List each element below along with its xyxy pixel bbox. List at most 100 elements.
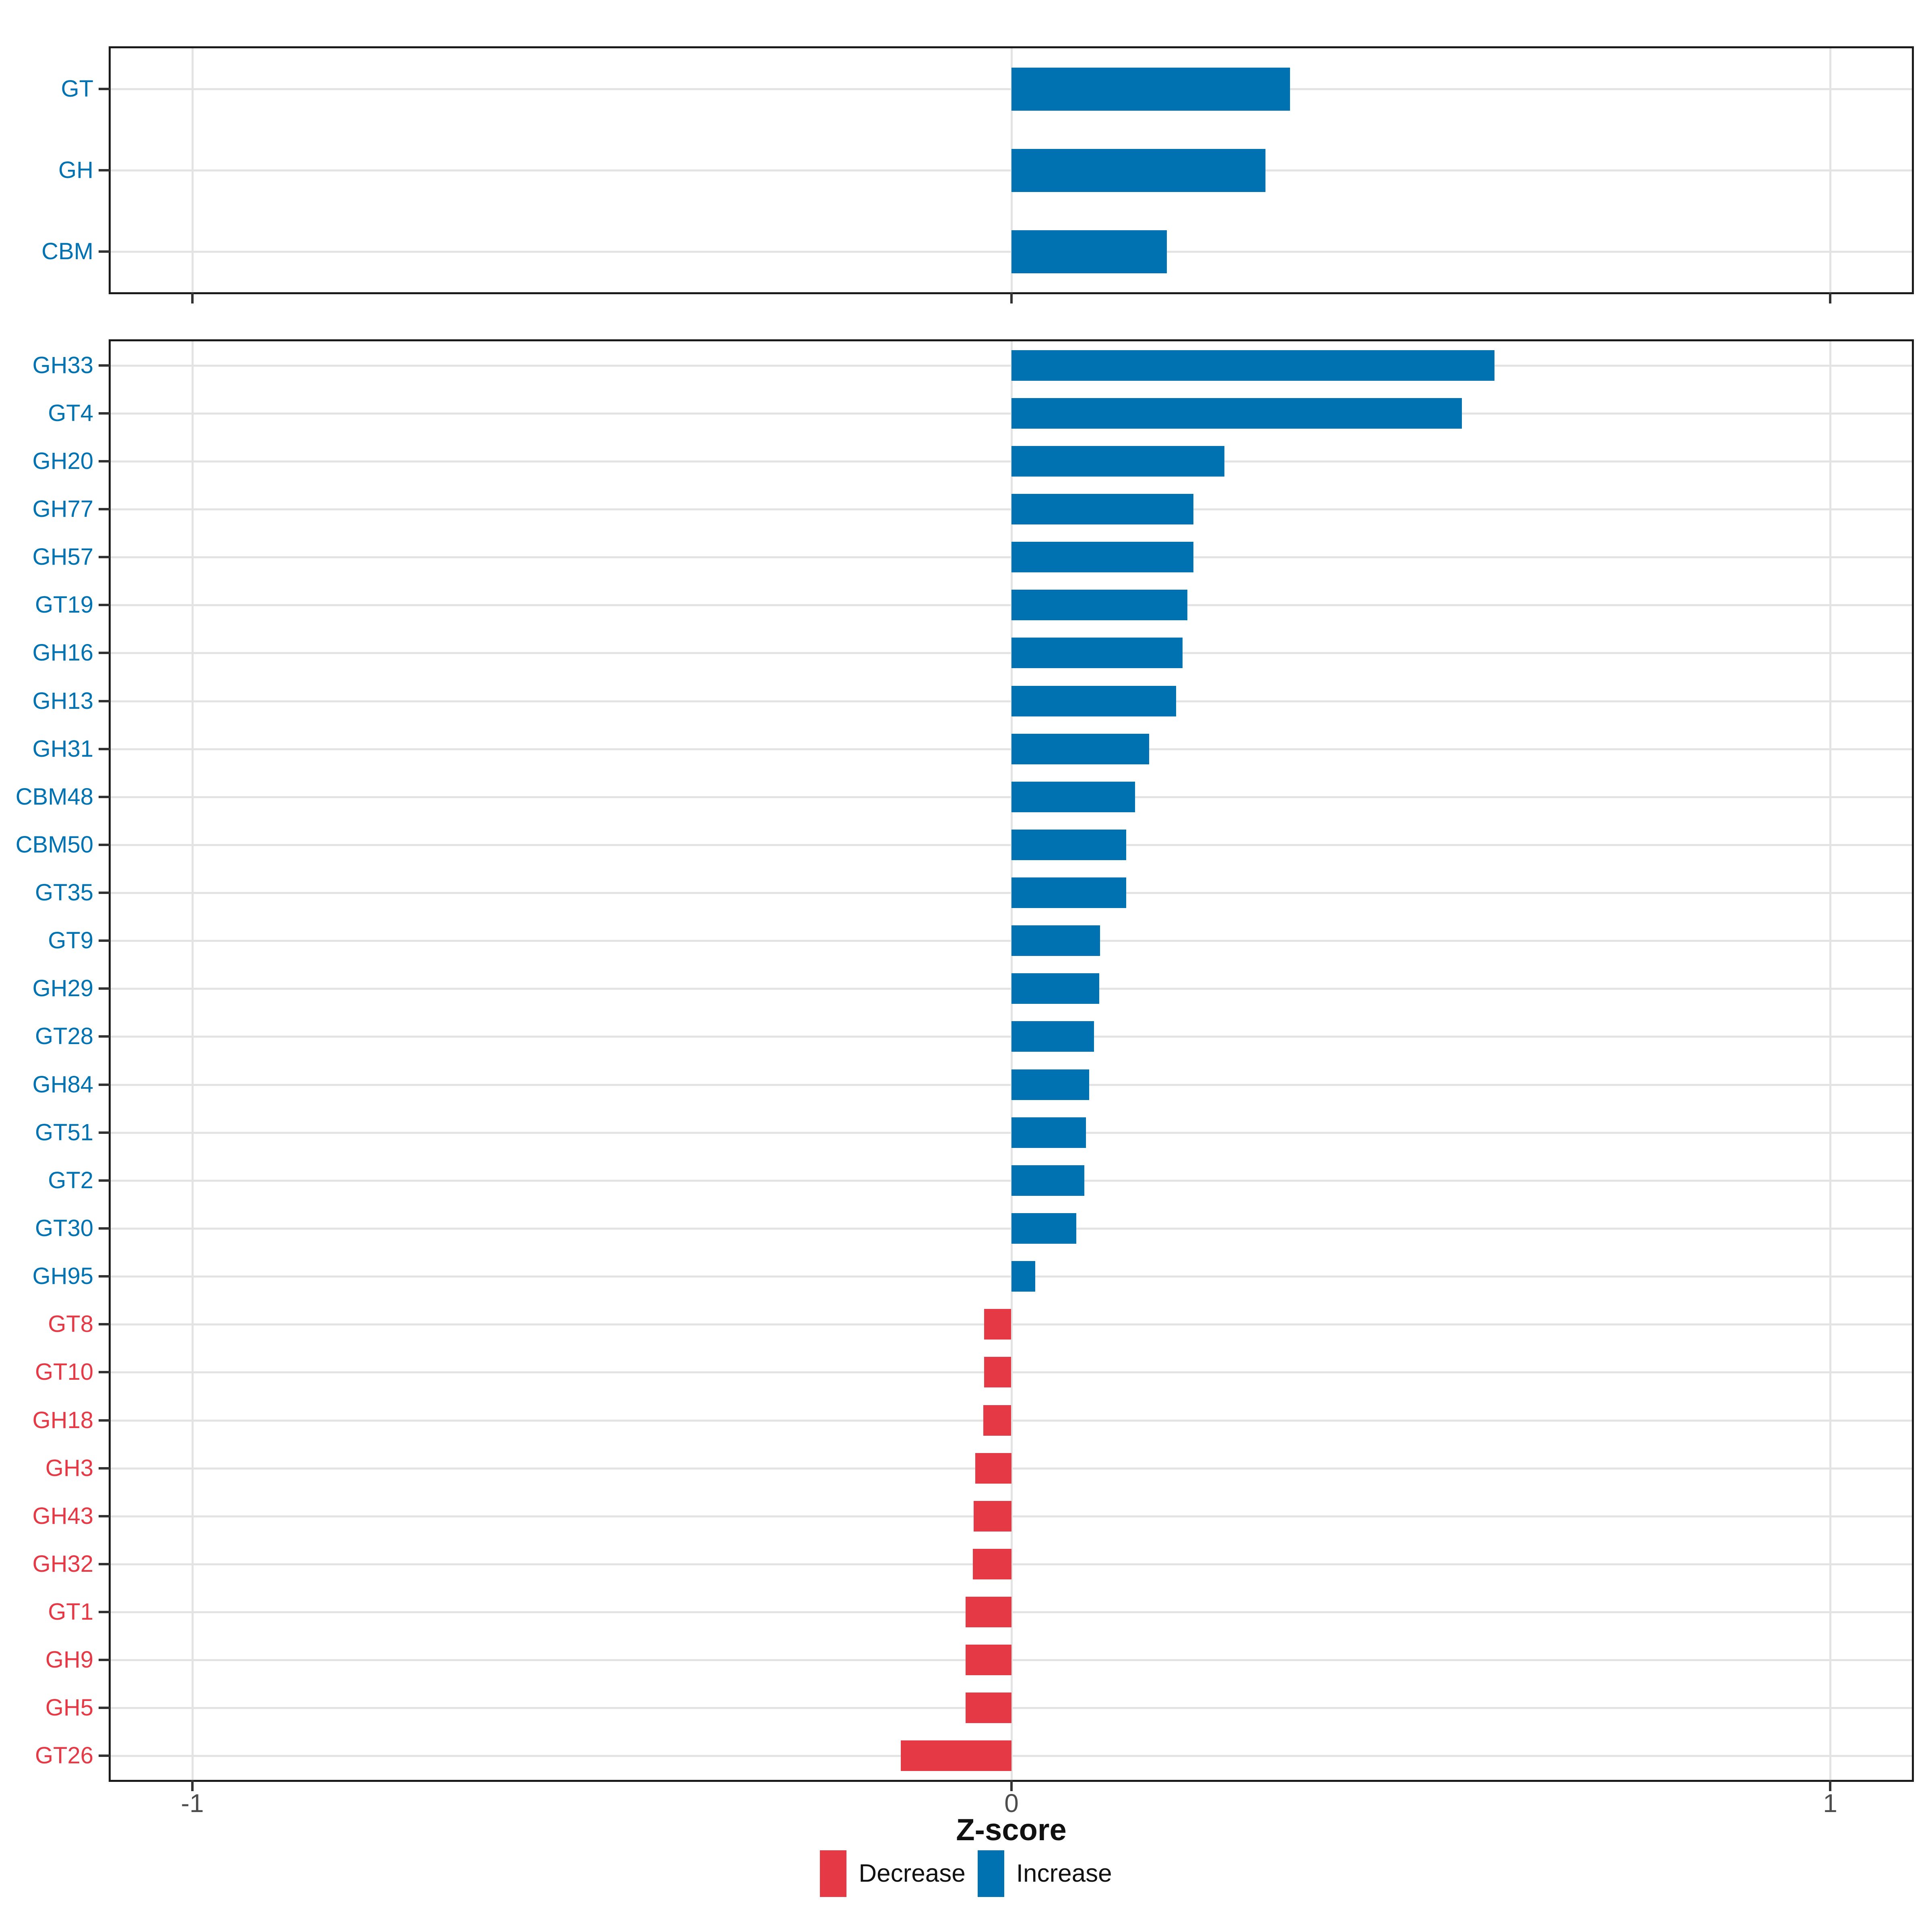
y-axis-label-GT1: GT1 <box>48 1599 93 1625</box>
y-axis-label-GT28: GT28 <box>35 1023 93 1049</box>
gridline-y-GT19 <box>111 604 1912 606</box>
y-axis-label-GH43: GH43 <box>32 1503 93 1529</box>
y-axis-tick-GH57 <box>99 556 110 558</box>
panel-cazyme-families <box>109 339 1914 1782</box>
x-axis-title: Z-score <box>956 1813 1067 1847</box>
y-axis-label-GH16: GH16 <box>32 640 93 666</box>
y-axis-label-GH77: GH77 <box>32 496 93 522</box>
legend-label-increase: Increase <box>1016 1860 1112 1887</box>
y-axis-label-GH33: GH33 <box>32 352 93 378</box>
legend-item-increase: Increase <box>977 1850 1112 1897</box>
x-axis-tick-1 <box>1829 292 1831 303</box>
y-axis-label-GT4: GT4 <box>48 400 93 426</box>
y-axis-label-GT51: GT51 <box>35 1119 93 1146</box>
gridline-y-GT30 <box>111 1228 1912 1230</box>
y-axis-tick-GT19 <box>99 604 110 606</box>
x-axis-tick-label--1: -1 <box>181 1789 204 1818</box>
y-axis-label-GH57: GH57 <box>32 544 93 570</box>
y-axis-label-GT2: GT2 <box>48 1167 93 1193</box>
y-axis-tick-GH32 <box>99 1563 110 1565</box>
bar-GH84 <box>1011 1069 1089 1100</box>
y-axis-label-GH9: GH9 <box>45 1647 93 1673</box>
gridline-y-GH31 <box>111 748 1912 750</box>
y-axis-tick-GT26 <box>99 1754 110 1757</box>
gridline-y-GH <box>111 169 1912 171</box>
y-axis-tick-GH77 <box>99 508 110 510</box>
bar-GT2 <box>1011 1165 1084 1196</box>
gridline-y-GH18 <box>111 1420 1912 1422</box>
y-axis-label-GH3: GH3 <box>45 1455 93 1481</box>
y-axis-tick-GT10 <box>99 1371 110 1373</box>
x-axis-tick-0 <box>1010 1780 1013 1791</box>
gridline-y-GH29 <box>111 988 1912 990</box>
y-axis-tick-GH5 <box>99 1707 110 1709</box>
bar-GH20 <box>1011 446 1224 477</box>
y-axis-label-GH: GH <box>58 157 93 183</box>
gridline-y-CBM50 <box>111 844 1912 846</box>
bar-GH <box>1011 149 1265 192</box>
y-axis-tick-GH13 <box>99 700 110 702</box>
legend-label-decrease: Decrease <box>859 1860 966 1887</box>
y-axis-label-GH32: GH32 <box>32 1551 93 1577</box>
y-axis-tick-GH20 <box>99 460 110 462</box>
y-axis-tick-GT8 <box>99 1323 110 1325</box>
y-axis-tick-GT9 <box>99 939 110 942</box>
y-axis-tick-GH43 <box>99 1515 110 1517</box>
gridline-y-GT9 <box>111 940 1912 942</box>
bar-GH13 <box>1011 686 1176 716</box>
x-axis-tick--1 <box>191 1780 194 1791</box>
gridline-y-GT51 <box>111 1132 1912 1134</box>
legend-swatch-increase <box>977 1850 1004 1897</box>
y-axis-tick-GT35 <box>99 892 110 894</box>
y-axis-tick-GH31 <box>99 748 110 750</box>
bar-GH95 <box>1011 1261 1035 1292</box>
bar-GH43 <box>974 1501 1011 1532</box>
gridline-y-GH33 <box>111 365 1912 367</box>
bar-CBM48 <box>1011 782 1135 812</box>
y-axis-tick-GH29 <box>99 987 110 990</box>
y-axis-tick-GT <box>99 88 110 90</box>
y-axis-label-GH29: GH29 <box>32 975 93 1001</box>
y-axis-label-CBM48: CBM48 <box>15 784 93 810</box>
y-axis-tick-CBM48 <box>99 796 110 798</box>
y-axis-tick-CBM <box>99 250 110 253</box>
bar-GT1 <box>966 1597 1011 1627</box>
y-axis-tick-GH16 <box>99 652 110 654</box>
y-axis-tick-GH3 <box>99 1467 110 1470</box>
y-axis-label-GH13: GH13 <box>32 688 93 714</box>
gridline-y-GT10 <box>111 1371 1912 1373</box>
y-axis-label-GT19: GT19 <box>35 592 93 618</box>
x-axis-tick-1 <box>1829 1780 1831 1791</box>
y-axis-tick-GT2 <box>99 1179 110 1182</box>
y-axis-label-GH20: GH20 <box>32 448 93 474</box>
y-axis-label-GT: GT <box>61 76 93 102</box>
y-axis-label-CBM50: CBM50 <box>15 832 93 858</box>
y-axis-label-GT8: GT8 <box>48 1311 93 1337</box>
y-axis-label-GT30: GT30 <box>35 1215 93 1241</box>
y-axis-label-GT26: GT26 <box>35 1742 93 1769</box>
bar-GT51 <box>1011 1117 1086 1148</box>
bar-GH57 <box>1011 542 1193 572</box>
gridline-y-GT4 <box>111 413 1912 415</box>
gridline-y-GH95 <box>111 1276 1912 1278</box>
x-axis-tick-label-1: 1 <box>1823 1789 1837 1818</box>
gridline-y-GT8 <box>111 1323 1912 1325</box>
bar-GT8 <box>984 1309 1011 1340</box>
y-axis-tick-GH95 <box>99 1275 110 1278</box>
y-axis-label-GT9: GT9 <box>48 927 93 954</box>
y-axis-tick-GT4 <box>99 412 110 415</box>
bar-CBM50 <box>1011 830 1126 860</box>
bar-GT10 <box>984 1357 1011 1387</box>
y-axis-label-GT10: GT10 <box>35 1359 93 1385</box>
y-axis-tick-GH33 <box>99 364 110 367</box>
bar-GH31 <box>1011 734 1149 764</box>
y-axis-label-GH95: GH95 <box>32 1263 93 1289</box>
gridline-y-GH13 <box>111 700 1912 702</box>
y-axis-tick-CBM50 <box>99 844 110 846</box>
bar-GT4 <box>1011 398 1462 429</box>
y-axis-tick-GT1 <box>99 1611 110 1613</box>
y-axis-label-CBM: CBM <box>41 238 93 264</box>
y-axis-tick-GH9 <box>99 1659 110 1661</box>
gridline-y-GT35 <box>111 892 1912 894</box>
